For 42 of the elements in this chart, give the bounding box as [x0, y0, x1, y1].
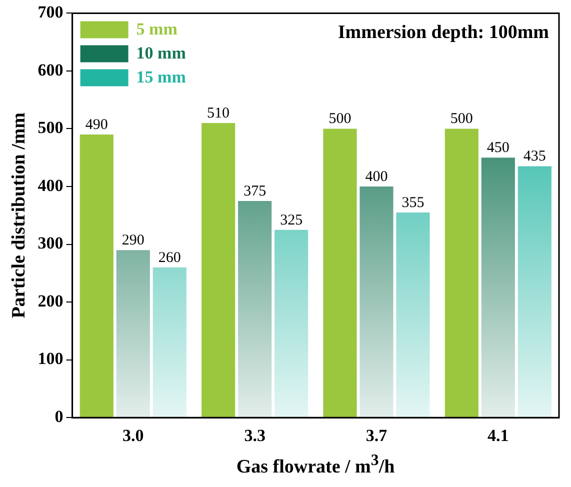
data-label: 290	[122, 232, 144, 248]
legend-label: 15 mm	[136, 68, 186, 87]
x-axis-title: Gas flowrate / m$^{3}$/h	[235, 452, 396, 478]
bar	[238, 200, 272, 418]
bar	[116, 250, 150, 418]
bar	[152, 267, 186, 418]
bar	[481, 158, 515, 418]
x-tick-label: 4.1	[488, 426, 509, 446]
data-label: 400	[365, 168, 388, 185]
y-tick-label: 500	[38, 118, 64, 138]
annotation: Immersion depth: 100mm	[338, 22, 549, 44]
data-label: 510	[207, 105, 230, 122]
y-tick-label: 200	[38, 291, 64, 310]
y-tick-label: 400	[38, 176, 64, 195]
bar	[274, 230, 308, 418]
y-axis-title: Particle distribution /mm	[8, 112, 30, 318]
data-label: 450	[486, 140, 510, 156]
y-tick-label: 300	[38, 234, 64, 253]
data-label: 375	[244, 183, 266, 200]
data-label: 355	[402, 194, 424, 211]
y-tick-label: 0	[54, 406, 64, 426]
y-tick-label: 100	[38, 349, 64, 368]
bar	[444, 128, 478, 418]
data-label: 260	[158, 250, 181, 266]
legend-label: 10 mm	[136, 44, 186, 63]
bar	[518, 166, 552, 418]
data-label: 325	[280, 212, 303, 228]
bar	[202, 122, 236, 418]
data-label: 500	[328, 111, 352, 128]
data-label: 435	[523, 148, 546, 165]
x-tick-label: 3.0	[122, 426, 144, 446]
bar	[396, 212, 430, 418]
y-tick-label: 600	[38, 60, 64, 80]
bar	[323, 128, 357, 418]
bar	[360, 186, 394, 418]
y-tick-label: 700	[38, 2, 64, 22]
data-label: 500	[450, 111, 473, 128]
x-tick-label: 3.3	[244, 426, 266, 446]
x-tick-label: 3.7	[366, 426, 388, 446]
bar	[80, 134, 114, 418]
data-label: 490	[85, 116, 108, 133]
legend-label: 5 mm	[136, 20, 178, 39]
